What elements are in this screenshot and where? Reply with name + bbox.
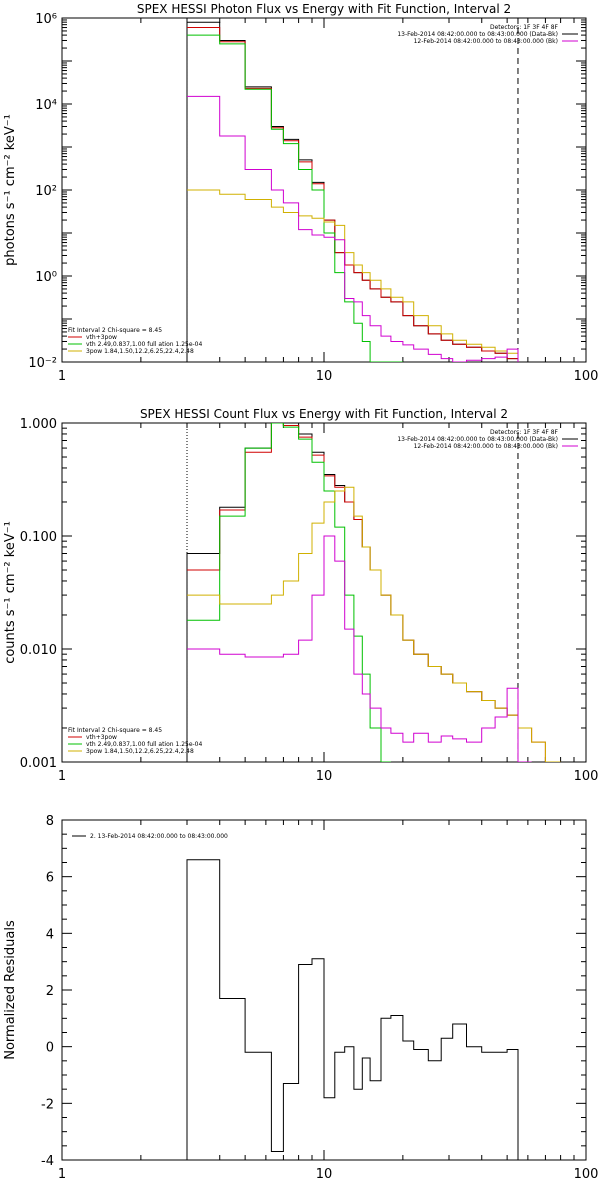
legend-bottom-left-text: Fit Interval 2 Chi-square = 8.45 [68, 727, 162, 734]
series-line-2 [187, 27, 519, 362]
x-tick-label: 1 [58, 369, 66, 384]
x-tick-label: 1 [58, 769, 66, 784]
y-tick-label: 2 [46, 984, 54, 999]
legend-top-right-text: Detectors: 1F 3F 4F 8F [490, 24, 559, 31]
x-tick-label: 100 [574, 369, 599, 384]
x-tick-label: 1 [58, 1167, 66, 1182]
legend-bottom-left-text: vth+3pow [86, 334, 117, 341]
y-axis-label: counts s⁻¹ cm⁻² keV⁻¹ [3, 521, 18, 664]
y-tick-label: 10⁰ [35, 270, 57, 285]
legend-bottom-left-text: 3pow 1.84,1.50,12.2,6.25,22.4,2.48 [86, 748, 194, 755]
series-line-4 [187, 189, 519, 362]
y-tick-label: -2 [41, 1097, 54, 1112]
series-line-1 [186, 859, 519, 1160]
legend-top-right-text: 12-Feb-2014 08:42:00.000 to 08:43:00.000… [414, 443, 558, 450]
legend-bottom-left-text: Fit Interval 2 Chi-square = 8.45 [68, 327, 162, 334]
legend-top-right-text: 13-Feb-2014 08:42:00.000 to 08:43:00.000… [397, 31, 558, 38]
series-line-5 [187, 535, 532, 762]
y-tick-label: 0.001 [20, 756, 57, 771]
x-tick-label: 10 [316, 369, 333, 384]
y-tick-label: 10⁴ [35, 98, 57, 113]
legend-bottom-left-text: vth 2.49,0.837,1.00 full ation 1.25e-04 [86, 741, 202, 748]
y-tick-label: -4 [41, 1154, 54, 1169]
legend-bottom-left-text: vth 2.49,0.837,1.00 full ation 1.25e-04 [86, 341, 202, 348]
y-tick-label: 4 [46, 927, 54, 942]
chart-title: SPEX HESSI Photon Flux vs Energy with Fi… [137, 2, 511, 16]
y-tick-label: 0 [46, 1041, 54, 1056]
x-tick-label: 100 [574, 1167, 599, 1182]
x-tick-label: 10 [316, 1167, 333, 1182]
series-line-5 [187, 95, 519, 362]
y-tick-label: 0.100 [20, 530, 57, 545]
x-tick-label: 10 [316, 769, 333, 784]
y-tick-label: 6 [46, 871, 54, 886]
y-axis-label: Normalized Residuals [3, 920, 18, 1060]
chart-panel-1: SPEX HESSI Photon Flux vs Energy with Fi… [3, 2, 598, 384]
series-line-3 [187, 34, 403, 362]
legend-top-right-text: Detectors: 1F 3F 4F 8F [490, 429, 559, 436]
y-tick-label: 0.010 [20, 643, 57, 658]
legend-bottom-left-text: vth+3pow [86, 734, 117, 741]
legend-top-left-text: 2. 13-Feb-2014 08:42:00.000 to 08:43:00.… [90, 833, 228, 840]
chart-panel-3: 1 10 100 -4 -2 0 2 4 6 8 Normalized Residuals 2. 13… [3, 814, 598, 1182]
y-tick-label: 1.000 [20, 417, 57, 432]
y-axis-label: photons s⁻¹ cm⁻² keV⁻¹ [3, 114, 18, 266]
series-line-2 [187, 423, 561, 762]
legend-bottom-left-text: 3pow 1.84,1.50,12.2,6.25,22.4,2.48 [86, 348, 194, 355]
series-line-4 [187, 486, 561, 762]
y-tick-label: 10⁶ [35, 12, 57, 27]
y-tick-label: 10² [35, 184, 57, 199]
series-line-3 [187, 423, 391, 762]
series-line-1 [186, 423, 519, 762]
y-tick-label: 10⁻² [28, 356, 57, 371]
legend-top-right-text: 12-Feb-2014 08:42:00.000 to 08:43:00.000… [414, 38, 558, 45]
x-tick-label: 100 [574, 769, 599, 784]
y-tick-label: 8 [46, 814, 54, 829]
chart-title: SPEX HESSI Count Flux vs Energy with Fit… [140, 407, 508, 421]
legend-top-right-text: 13-Feb-2014 08:42:00.000 to 08:43:00.000… [397, 436, 558, 443]
series-line-1 [186, 21, 519, 362]
chart-panel-2: SPEX HESSI Count Flux vs Energy with Fit… [3, 407, 598, 784]
